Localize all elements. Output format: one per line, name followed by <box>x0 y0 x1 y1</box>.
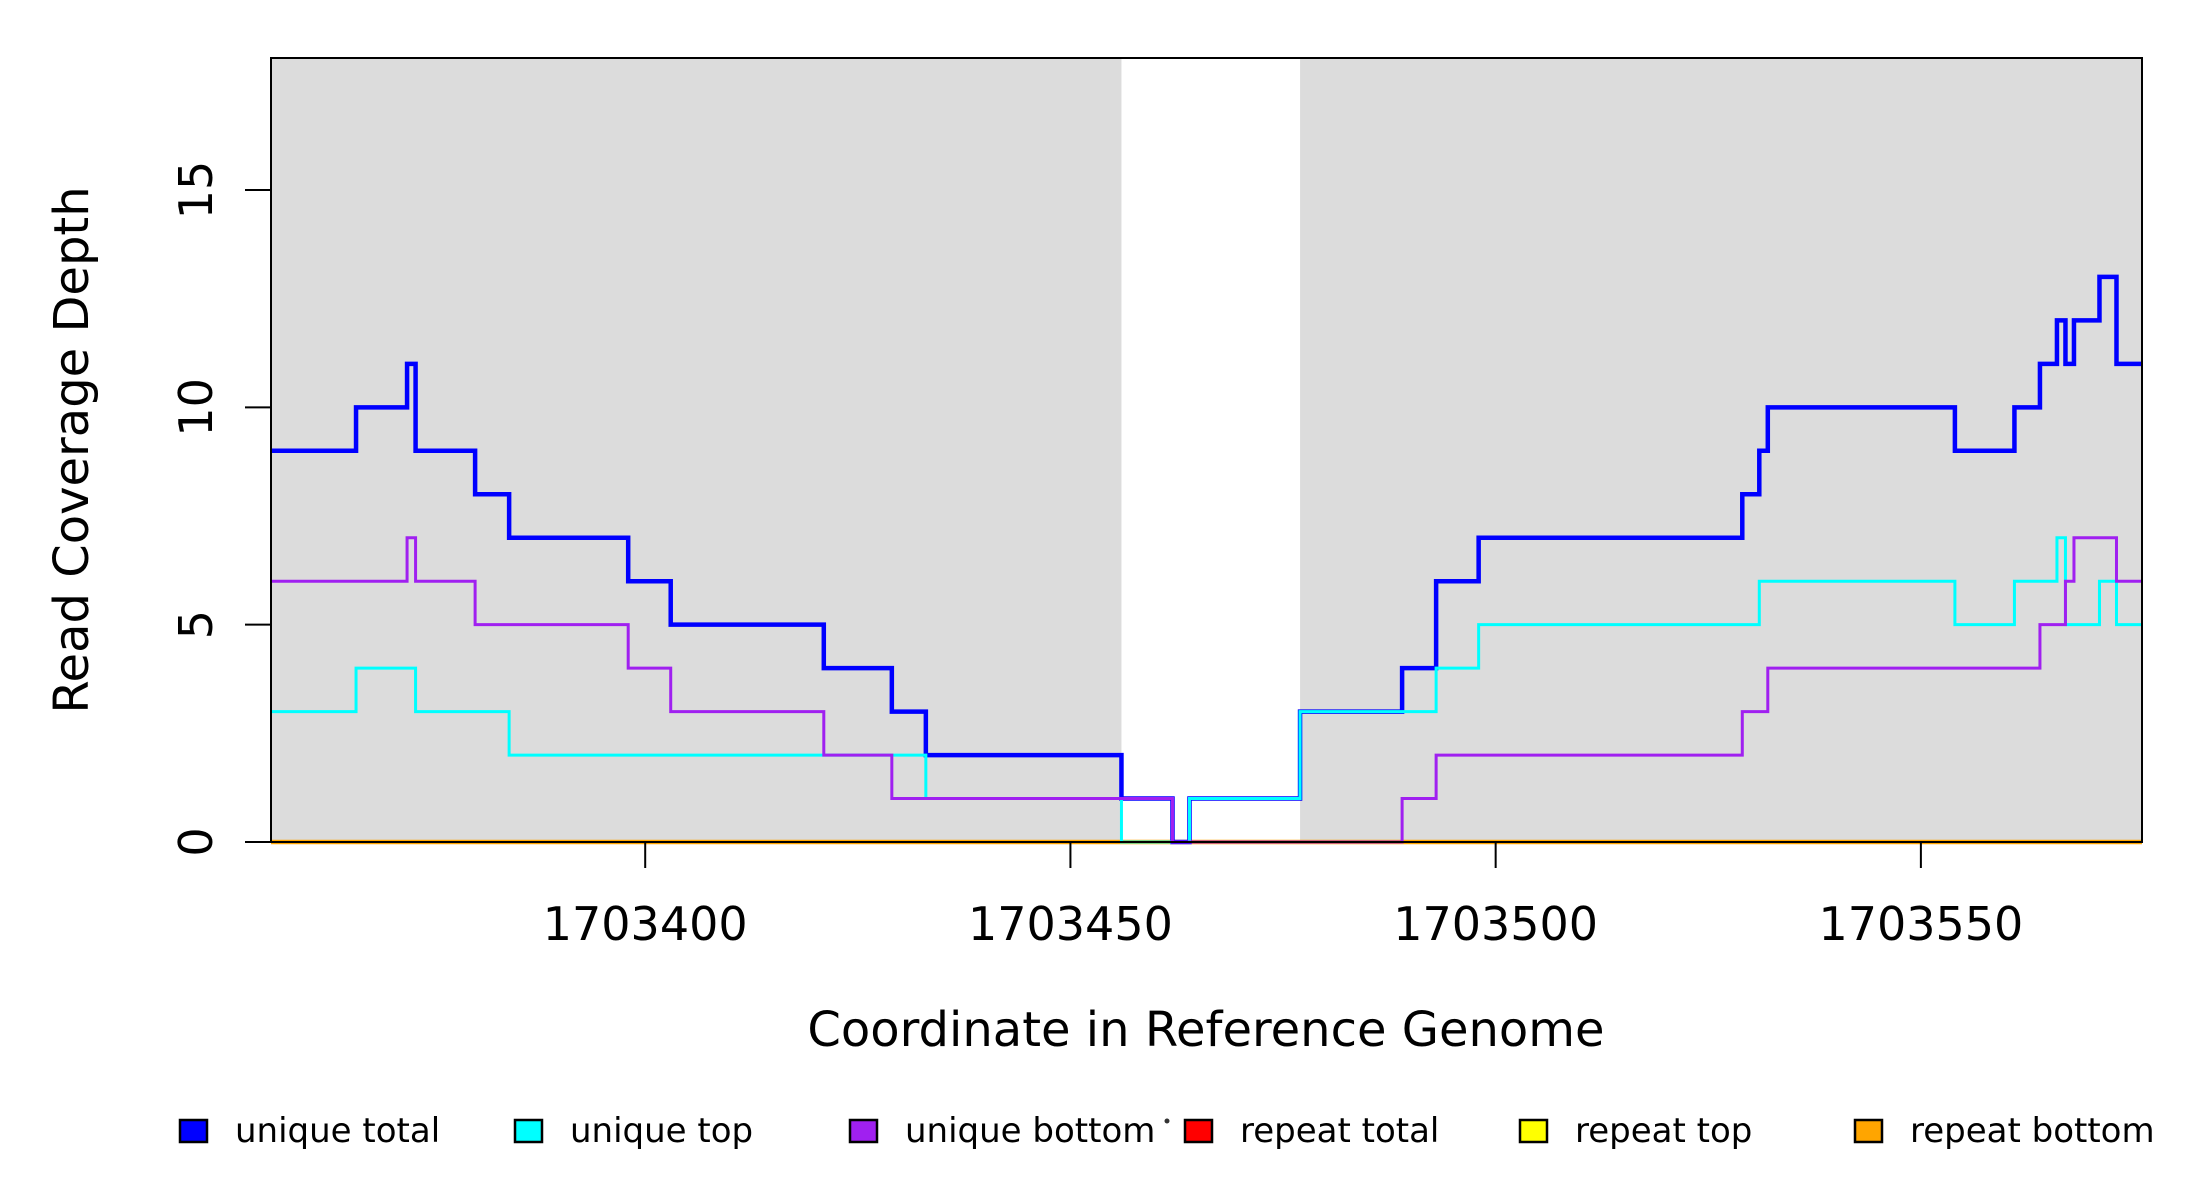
legend-item-unique-bottom: unique bottom <box>848 1111 1155 1151</box>
legend-label: repeat bottom <box>1910 1111 2155 1151</box>
legend-label: unique top <box>570 1111 753 1151</box>
legend-item-repeat-total: repeat total <box>1183 1111 1439 1151</box>
y-tick-label: 15 <box>169 161 223 220</box>
legend-item-repeat-bottom: repeat bottom <box>1853 1111 2155 1151</box>
x-axis: 1703400 1703450 1703500 1703550 <box>543 842 2023 951</box>
y-axis-title: Read Coverage Depth <box>44 186 100 713</box>
legend-item-unique-top: unique top <box>513 1111 753 1151</box>
x-tick-label: 1703500 <box>1393 897 1598 951</box>
shaded-regions <box>271 58 2142 842</box>
x-tick-label: 1703450 <box>968 897 1173 951</box>
y-tick-label: 10 <box>169 378 223 437</box>
legend-swatch-unique-bottom <box>848 1118 879 1144</box>
x-tick-label: 1703400 <box>543 897 748 951</box>
y-tick-label: 5 <box>169 610 223 639</box>
legend-label: repeat total <box>1240 1111 1439 1151</box>
legend: unique total unique top unique bottom repea… <box>178 1111 2155 1151</box>
left-aligned-region <box>271 58 1122 842</box>
legend-swatch-repeat-total <box>1183 1118 1214 1144</box>
legend-label: repeat top <box>1575 1111 1752 1151</box>
x-tick-label: 1703550 <box>1818 897 2023 951</box>
plot-border <box>270 57 2143 843</box>
legend-item-repeat-top: repeat top <box>1518 1111 1752 1151</box>
legend-swatch-repeat-top <box>1518 1118 1549 1144</box>
x-axis-title: Coordinate in Reference Genome <box>807 1002 1604 1058</box>
y-tick-label: 0 <box>169 827 223 856</box>
legend-item-unique-total: unique total <box>178 1111 440 1151</box>
legend-artifact-dot <box>1164 1118 1170 1124</box>
legend-swatch-repeat-bottom <box>1853 1118 1884 1144</box>
y-axis: 0 5 10 15 <box>169 161 271 857</box>
legend-swatch-unique-top <box>513 1118 544 1144</box>
legend-label: unique total <box>235 1111 440 1151</box>
legend-label: unique bottom <box>905 1111 1155 1151</box>
legend-swatch-unique-total <box>178 1118 209 1144</box>
